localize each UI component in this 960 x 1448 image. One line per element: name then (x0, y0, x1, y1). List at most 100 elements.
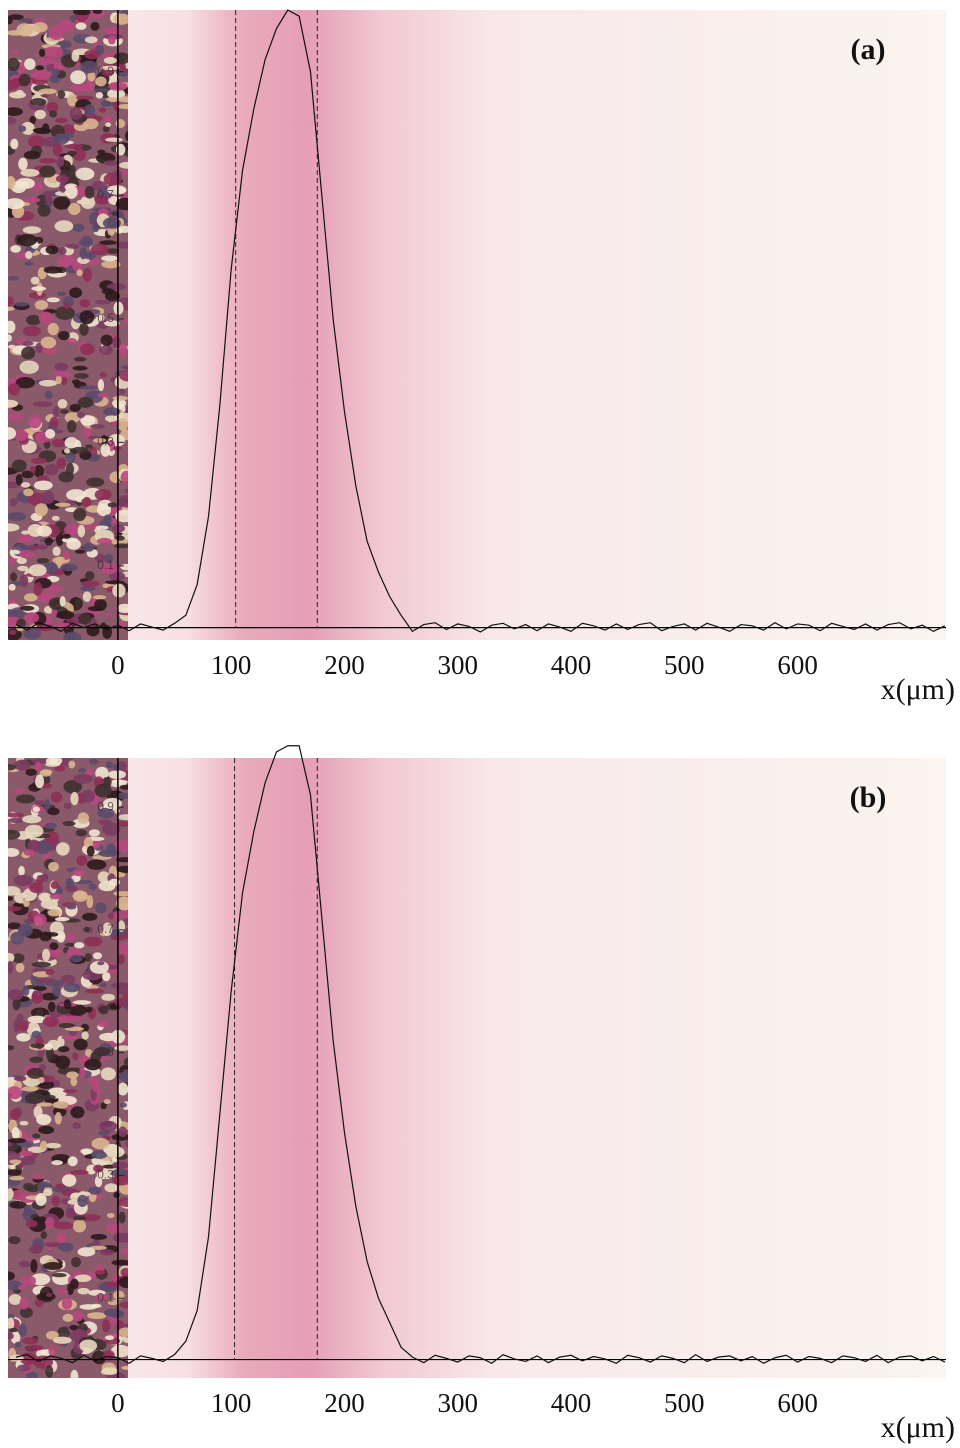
texture-blob (8, 176, 16, 189)
texture-blob (58, 331, 70, 341)
texture-blob (53, 371, 73, 377)
texture-blob (8, 1138, 27, 1144)
texture-blob (112, 395, 128, 401)
texture-blob (66, 419, 77, 433)
y-tick-label: 0.9 (97, 799, 114, 813)
texture-blob (8, 1271, 15, 1281)
texture-blob (61, 376, 68, 386)
texture-blob (8, 116, 17, 125)
texture-blob (8, 1169, 22, 1176)
texture-blob (85, 988, 105, 994)
texture-blob (20, 605, 35, 611)
texture-blob (41, 490, 55, 505)
texture-blob (73, 148, 86, 162)
texture-blob (13, 874, 33, 886)
texture-blob (63, 802, 72, 810)
texture-blob (69, 954, 83, 963)
texture-blob (47, 1001, 56, 1012)
texture-blob (97, 807, 115, 819)
texture-blob (113, 1191, 120, 1199)
texture-blob (8, 989, 24, 1001)
texture-blob (95, 92, 104, 99)
texture-blob (51, 1272, 67, 1278)
texture-blob (101, 288, 115, 295)
texture-blob (37, 57, 56, 65)
texture-blob (106, 248, 119, 255)
texture-blob (73, 507, 87, 522)
texture-blob (8, 107, 23, 117)
texture-blob (18, 157, 28, 171)
texture-blob (45, 1142, 62, 1149)
texture-blob (29, 1056, 44, 1063)
texture-blob (79, 298, 91, 308)
texture-blob (64, 412, 81, 423)
texture-blob (86, 845, 95, 857)
texture-blob (110, 935, 127, 941)
texture-blob (123, 1057, 128, 1067)
texture-blob (124, 488, 128, 494)
texture-blob (115, 857, 128, 863)
texture-blob (92, 10, 103, 14)
texture-blob (58, 1046, 70, 1053)
texture-blob (41, 948, 51, 962)
texture-blob (8, 886, 21, 896)
texture-blob (77, 396, 94, 408)
texture-blob (43, 191, 53, 198)
texture-blob (105, 415, 118, 422)
texture-blob (101, 255, 119, 262)
texture-blob (45, 758, 59, 765)
texture-blob (93, 88, 110, 93)
texture-blob (83, 926, 91, 933)
texture-blob (70, 1192, 80, 1201)
texture-blob (36, 977, 56, 983)
texture-blob (55, 306, 75, 320)
texture-blob (19, 1296, 29, 1310)
texture-blob (9, 549, 21, 555)
texture-blob (13, 429, 28, 441)
texture-blob (47, 908, 61, 917)
texture-blob (63, 1000, 72, 1010)
texture-blob (24, 612, 40, 623)
texture-blob (111, 1259, 128, 1266)
texture-blob (44, 822, 57, 830)
texture-blob (126, 124, 128, 131)
texture-blob (97, 1020, 110, 1028)
texture-blob (116, 865, 128, 873)
texture-blob (32, 1133, 41, 1139)
texture-blob (61, 1198, 70, 1205)
texture-blob (99, 240, 118, 245)
texture-blob (86, 477, 105, 487)
texture-blob (20, 168, 40, 177)
texture-blob (48, 26, 65, 41)
texture-blob (65, 1207, 76, 1219)
texture-blob (63, 631, 82, 640)
y-tick-label: 0.1 (97, 558, 114, 572)
panel-label: (a) (851, 33, 886, 66)
texture-blob (66, 338, 77, 344)
texture-blob (112, 336, 122, 349)
texture-blob (93, 595, 107, 600)
texture-blob (69, 15, 77, 23)
texture-blob (17, 1284, 26, 1291)
texture-blob (79, 343, 95, 355)
texture-blob (34, 300, 49, 310)
texture-blob (118, 161, 128, 169)
texture-blob (29, 882, 44, 894)
texture-blob (44, 1043, 53, 1051)
texture-blob (15, 474, 23, 486)
texture-blob (112, 398, 127, 408)
texture-blob (33, 986, 47, 991)
texture-blob (18, 1260, 31, 1268)
texture-blob (79, 1066, 86, 1079)
texture-blob (8, 383, 21, 396)
texture-blob (63, 933, 77, 942)
texture-blob (113, 543, 128, 549)
micrograph-texture (8, 758, 128, 1378)
texture-blob (76, 269, 83, 277)
texture-blob (51, 1160, 63, 1166)
texture-blob (75, 549, 86, 554)
texture-blob (22, 985, 30, 997)
texture-blob (69, 165, 76, 174)
texture-blob (22, 815, 42, 824)
texture-blob (111, 779, 128, 784)
